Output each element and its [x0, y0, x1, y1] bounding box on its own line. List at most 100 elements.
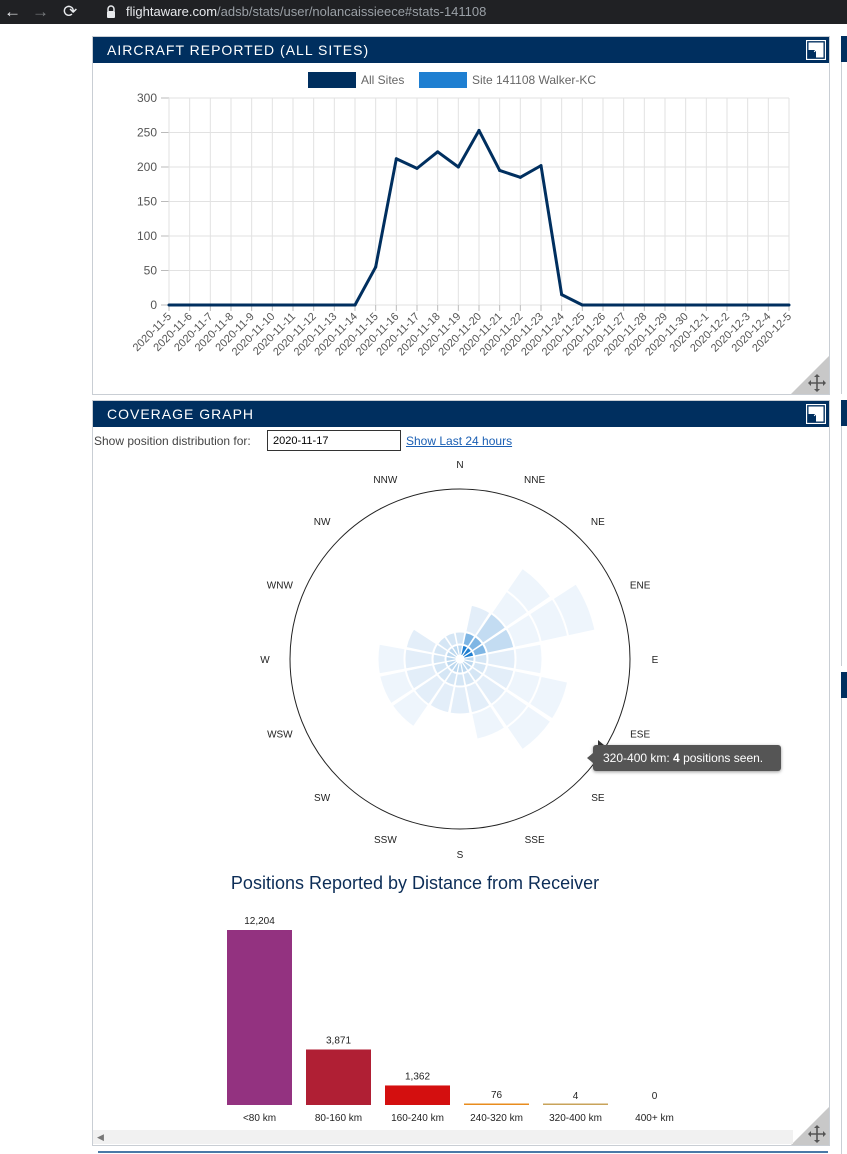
coverage-outer-circle [289, 488, 631, 830]
url-domain: flightaware.com [126, 4, 218, 19]
series-point [456, 165, 460, 169]
series-point [291, 303, 295, 307]
next-panel-top-border [98, 1151, 828, 1153]
reload-icon[interactable]: ⟳ [63, 2, 78, 21]
coverage-sector [471, 661, 487, 675]
resize-handle-icon[interactable] [791, 1107, 829, 1145]
coverage-sector [462, 670, 476, 686]
series-point [312, 303, 316, 307]
coverage-sector [429, 681, 455, 714]
horizontal-scrollbar[interactable]: ◀ [93, 1130, 793, 1144]
coverage-sector [529, 598, 569, 643]
coverage-sector [482, 664, 515, 690]
coverage-polar-graph: N NNE NE ENE E ESE SE SSE S SSW SW WSW W WNW NW NNW [260, 460, 659, 861]
bar-category-label: 160-240 km [391, 1113, 444, 1124]
distance-bar [385, 1085, 450, 1105]
y-tick-label: 250 [137, 126, 157, 140]
bar-value-label: 1,362 [405, 1071, 430, 1082]
direction-label: WNW [267, 580, 294, 591]
distance-bar [543, 1103, 608, 1105]
coverage-sector [529, 675, 569, 720]
resize-handle-icon[interactable] [791, 356, 829, 394]
series-point [622, 303, 626, 307]
coverage-sector [451, 644, 460, 657]
direction-label: E [652, 655, 659, 666]
coverage-sector [454, 673, 466, 687]
bar-value-label: 0 [652, 1091, 658, 1102]
series-point [270, 303, 274, 307]
coverage-sector [444, 632, 458, 648]
direction-label: NW [314, 517, 331, 528]
coverage-sector [433, 643, 449, 657]
y-tick-label: 50 [144, 264, 158, 278]
direction-label: W [260, 655, 270, 666]
date-input[interactable] [267, 430, 401, 451]
expand-icon[interactable] [805, 39, 827, 61]
coverage-sector [462, 632, 476, 648]
coverage-sector [391, 690, 429, 728]
distance-bar-chart: Positions Reported by Distance from Rece… [227, 873, 674, 1124]
coverage-sector [465, 604, 491, 637]
series-point [353, 303, 357, 307]
series-point [766, 303, 770, 307]
coverage-sector [475, 674, 506, 705]
direction-label: ESE [630, 730, 650, 741]
direction-label: SW [314, 793, 331, 804]
coverage-sector [467, 636, 483, 652]
series-point [477, 128, 481, 132]
coverage-sector [491, 590, 529, 628]
coverage-sector [465, 681, 491, 714]
direction-label: NNE [524, 475, 545, 486]
series-point [394, 157, 398, 161]
series-point [415, 166, 419, 170]
browser-toolbar: ← → ⟳ flightaware.com/adsb/stats/user/no… [0, 0, 847, 24]
bar-category-label: 400+ km [635, 1113, 674, 1124]
direction-label: SSE [525, 835, 545, 846]
coverage-sector [414, 674, 445, 705]
bar-category-label: 80-160 km [315, 1113, 362, 1124]
adjacent-panel-header [841, 400, 847, 426]
coverage-sector [405, 664, 438, 690]
series-point [250, 303, 254, 307]
distance-bar [227, 930, 292, 1105]
back-icon[interactable]: ← [4, 2, 21, 21]
coverage-sector [506, 567, 552, 613]
y-tick-label: 0 [150, 298, 157, 312]
coverage-sector [437, 636, 453, 652]
address-bar[interactable]: flightaware.com/adsb/stats/user/nolancai… [126, 4, 486, 19]
coverage-sector [474, 653, 488, 665]
coverage-sector [467, 666, 483, 682]
series-point [188, 303, 192, 307]
coverage-sector [506, 613, 541, 648]
direction-label: S [457, 850, 464, 861]
coverage-sector [405, 628, 438, 654]
series-point [332, 303, 336, 307]
panel-title: AIRCRAFT REPORTED (ALL SITES) [93, 37, 829, 63]
show-last-24-hours-link[interactable]: Show Last 24 hours [406, 434, 513, 448]
distance-bar [464, 1103, 529, 1105]
series-point [518, 175, 522, 179]
series-point [167, 303, 171, 307]
y-tick-label: 150 [137, 195, 157, 209]
adjacent-panel-header [841, 672, 847, 698]
series-point [746, 303, 750, 307]
scroll-left-icon[interactable]: ◀ [97, 1132, 104, 1142]
forward-icon[interactable]: → [32, 2, 49, 21]
coverage-sector [506, 705, 552, 751]
legend-label: All Sites [361, 73, 404, 87]
bar-category-label: <80 km [243, 1113, 276, 1124]
bar-category-label: 320-400 km [549, 1113, 602, 1124]
series-point [725, 303, 729, 307]
adjacent-panel-header [841, 36, 847, 62]
legend-swatch [419, 72, 467, 88]
series-point [642, 303, 646, 307]
tooltip-count: 4 [673, 751, 680, 765]
coverage-sector [444, 670, 458, 686]
expand-icon[interactable] [805, 403, 827, 425]
coverage-sector [433, 661, 449, 675]
bar-value-label: 12,204 [244, 916, 275, 927]
coverage-sector [449, 685, 471, 715]
coverage-tooltip: 320-400 km: 4 positions seen. [587, 745, 781, 771]
direction-label: ENE [630, 580, 651, 591]
bar-value-label: 3,871 [326, 1035, 351, 1046]
